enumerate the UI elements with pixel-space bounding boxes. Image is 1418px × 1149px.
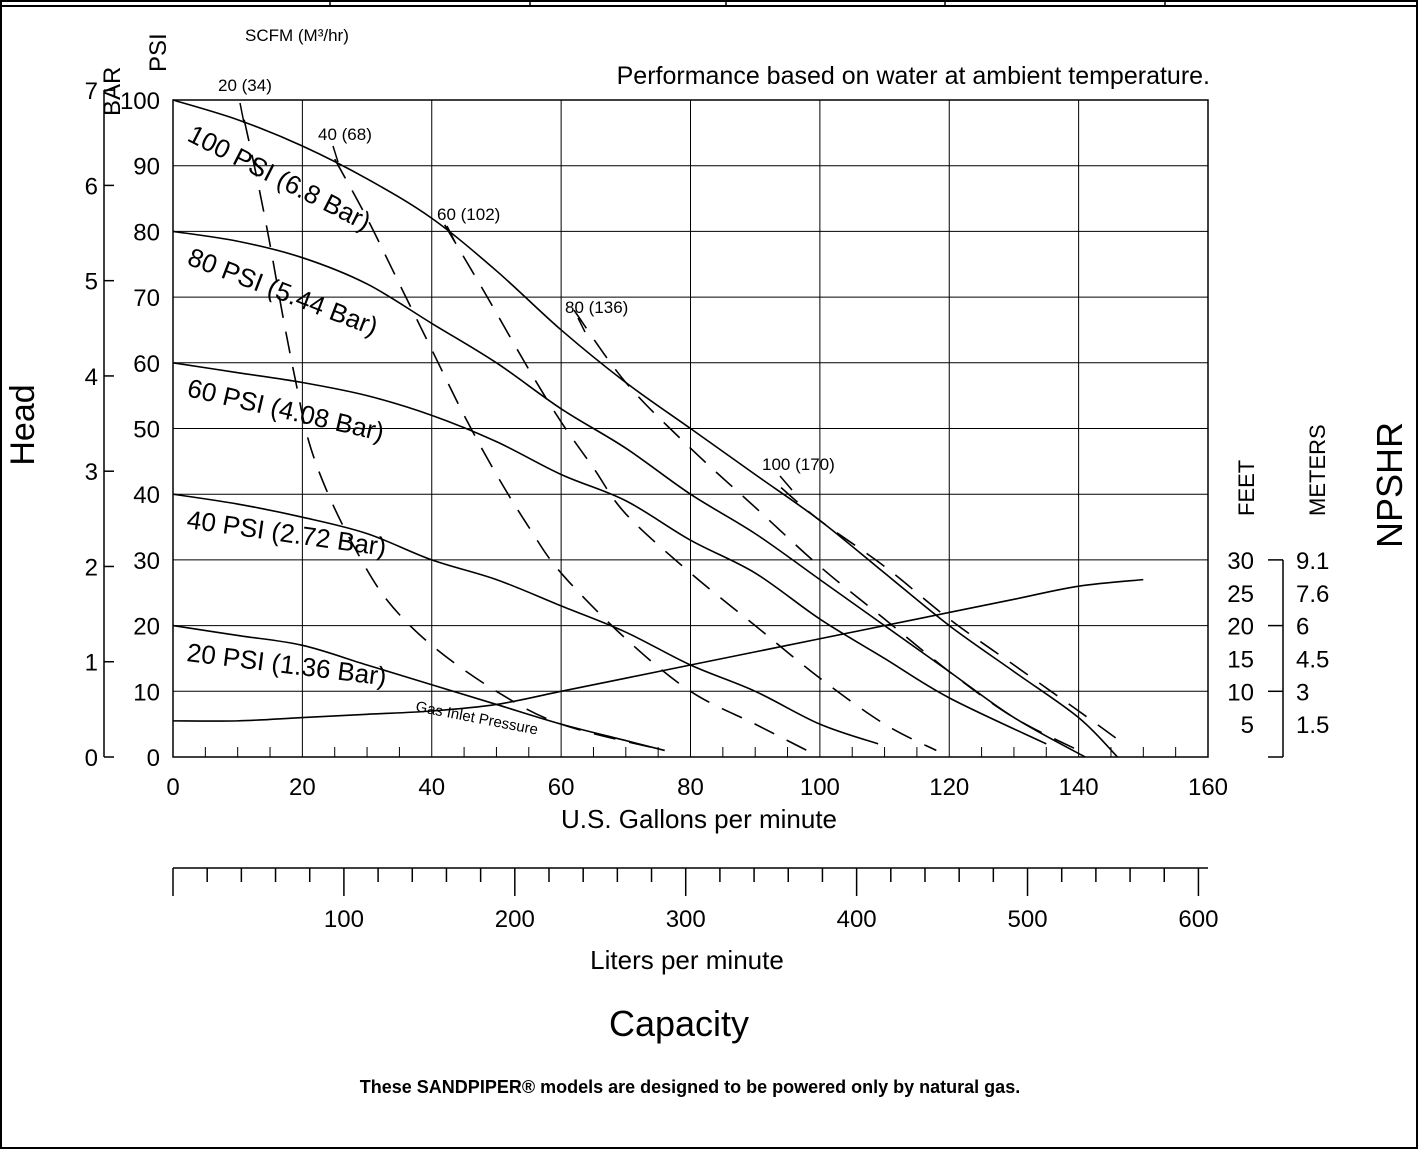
npshr-meters-tick-label: 9.1 — [1296, 548, 1329, 575]
x-tick-label: 140 — [1059, 774, 1099, 801]
psi-tick-label: 50 — [133, 417, 160, 444]
lpm-tick-label: 100 — [324, 906, 364, 933]
series-40-psi-2-72-bar — [172, 493, 879, 745]
series-20-psi-1-36-bar — [172, 624, 665, 752]
psi-axis-title: PSI — [145, 33, 172, 72]
bar-tick-label: 0 — [85, 745, 98, 772]
grid — [172, 99, 1209, 758]
axes: 0 20 40 60 80 100 120 140 1600102030405060708090… — [85, 78, 1330, 933]
npshr-meters-title: METERS — [1305, 424, 1330, 516]
lpm-tick-label: 200 — [495, 906, 535, 933]
x-tick-label: 120 — [929, 774, 969, 801]
series-80-136 — [573, 309, 1079, 752]
bar-tick-label: 2 — [85, 554, 98, 581]
capacity-title: Capacity — [609, 1003, 749, 1044]
npshr-feet-tick-label: 5 — [1241, 712, 1254, 739]
label-80psi: 80 PSI (5.44 Bar) — [184, 242, 382, 342]
label-20psi: 20 PSI (1.36 Bar) — [185, 637, 388, 691]
psi-tick-label: 40 — [133, 482, 160, 509]
x-tick-label: 20 — [289, 774, 316, 801]
x-tick-label: 60 — [548, 774, 575, 801]
npshr-feet-title: FEET — [1234, 460, 1259, 516]
npshr-meters-tick-label: 6 — [1296, 614, 1309, 641]
scfm-label-leaders — [239, 102, 793, 491]
series-60-psi-4-08-bar — [172, 362, 1047, 745]
bar-tick-label: 4 — [85, 364, 98, 391]
x-tick-label: 40 — [418, 774, 445, 801]
npshr-meters-tick-label: 1.5 — [1296, 712, 1329, 739]
npshr-feet-tick-label: 10 — [1227, 679, 1254, 706]
label-gas-inlet: Gas Inlet Pressure — [414, 698, 539, 738]
psi-tick-label: 100 — [120, 88, 160, 115]
series-40-68 — [334, 158, 808, 752]
npshr-meters-tick-label: 3 — [1296, 679, 1309, 706]
footer-note: These SANDPIPER® models are designed to … — [360, 1077, 1020, 1097]
npshr-meters-tick-label: 4.5 — [1296, 646, 1329, 673]
label-60psi: 60 PSI (4.08 Bar) — [185, 373, 387, 447]
npshr-meters-tick-label: 7.6 — [1296, 581, 1329, 608]
bar-tick-label: 3 — [85, 459, 98, 486]
npshr-feet-tick-label: 15 — [1227, 646, 1254, 673]
scfm-label: SCFM (M³/hr) — [245, 26, 349, 45]
head-axis-title: Head — [4, 384, 42, 465]
psi-tick-label: 60 — [133, 351, 160, 378]
x-tick-label: 0 — [166, 774, 179, 801]
psi-tick-label: 90 — [133, 154, 160, 181]
series-gas-inlet-pressure — [172, 578, 1144, 722]
x2-axis-title: Liters per minute — [590, 945, 784, 975]
bar-tick-label: 1 — [85, 650, 98, 677]
label-scfm-40: 40 (68) — [318, 125, 372, 144]
series-100-170 — [780, 487, 1125, 745]
x-tick-label: 160 — [1188, 774, 1228, 801]
series-20-34 — [243, 119, 665, 752]
series-layer — [172, 99, 1144, 758]
label-scfm-20: 20 (34) — [218, 76, 272, 95]
bar-tick-label: 7 — [85, 78, 98, 105]
chart-title: Performance based on water at ambient te… — [617, 62, 1210, 90]
psi-tick-label: 10 — [133, 679, 160, 706]
x-tick-label: 80 — [677, 774, 704, 801]
psi-tick-label: 70 — [133, 285, 160, 312]
label-scfm-80: 80 (136) — [565, 298, 628, 317]
npshr-feet-tick-label: 20 — [1227, 614, 1254, 641]
label-40psi: 40 PSI (2.72 Bar) — [185, 504, 388, 562]
series-100-psi-6-8-bar — [172, 99, 1119, 758]
bar-tick-label: 6 — [85, 173, 98, 200]
x-tick-label: 100 — [800, 774, 840, 801]
psi-tick-label: 30 — [133, 548, 160, 575]
npshr-feet-tick-label: 30 — [1227, 548, 1254, 575]
lpm-tick-label: 500 — [1008, 906, 1048, 933]
psi-tick-label: 80 — [133, 219, 160, 246]
npshr-feet-tick-label: 25 — [1227, 581, 1254, 608]
psi-tick-label: 20 — [133, 614, 160, 641]
lpm-tick-label: 300 — [666, 906, 706, 933]
bar-tick-label: 5 — [85, 269, 98, 296]
bar-axis-title: BAR — [99, 67, 126, 116]
npshr-title: NPSHR — [1369, 422, 1410, 548]
label-scfm-100: 100 (170) — [762, 455, 835, 474]
lpm-tick-label: 400 — [837, 906, 877, 933]
label-scfm-60: 60 (102) — [437, 205, 500, 224]
x-axis-title: U.S. Gallons per minute — [561, 804, 837, 834]
lpm-tick-label: 600 — [1178, 906, 1218, 933]
top-table-stubs — [329, 0, 1166, 6]
psi-tick-label: 0 — [147, 745, 160, 772]
